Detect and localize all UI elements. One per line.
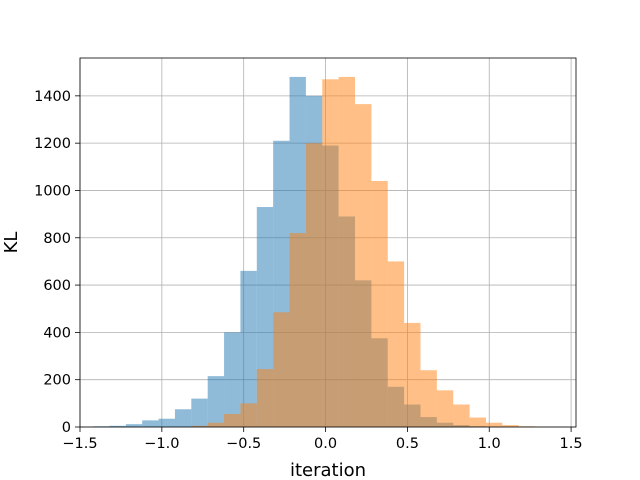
- y-axis-ticks: 0 200 400 600 800 1000 1200 1400: [34, 89, 80, 436]
- histogram-bar: [502, 425, 519, 427]
- y-tick-label: 1400: [34, 89, 71, 105]
- x-tick-label: −1.0: [144, 436, 179, 452]
- x-tick-label: −1.5: [62, 436, 97, 452]
- histogram-bar: [289, 233, 306, 427]
- x-tick-label: −0.5: [226, 436, 261, 452]
- y-tick-label: 400: [43, 325, 71, 341]
- histogram-bar: [387, 261, 405, 427]
- x-tick-label: 0.0: [314, 436, 337, 452]
- y-tick-label: 600: [43, 278, 71, 294]
- histogram-bar: [322, 79, 339, 428]
- histogram-bar: [420, 370, 437, 427]
- histogram-bar: [371, 181, 388, 427]
- histogram-bar: [158, 418, 175, 427]
- histogram-bar: [273, 312, 290, 427]
- histogram-bar: [191, 425, 208, 427]
- y-axis-label: KL: [1, 232, 22, 254]
- histogram-bar: [207, 376, 225, 427]
- histogram-bar: [404, 322, 421, 427]
- histogram-series-2: [191, 76, 552, 428]
- histogram-bar: [355, 104, 372, 427]
- histogram-bar: [453, 404, 470, 427]
- x-axis-label: iteration: [290, 460, 366, 480]
- histogram-bar: [142, 420, 159, 427]
- histogram-bar: [207, 422, 225, 427]
- histogram-bar: [469, 417, 486, 427]
- y-tick-label: 200: [43, 373, 71, 389]
- y-tick-label: 1000: [34, 183, 71, 199]
- histogram-bar: [305, 143, 323, 427]
- y-tick-label: 0: [62, 420, 71, 436]
- y-tick-label: 1200: [34, 136, 71, 152]
- x-tick-label: 1.0: [478, 436, 501, 452]
- histogram-bar: [174, 409, 192, 427]
- histogram-bar: [240, 270, 257, 427]
- histogram-bar: [240, 403, 257, 427]
- bars-layer: [93, 76, 552, 428]
- x-tick-label: 0.5: [396, 436, 419, 452]
- x-tick-label: 1.5: [560, 436, 583, 452]
- histogram-bar: [191, 398, 208, 427]
- histogram-bar: [256, 369, 274, 427]
- histogram-bar: [485, 422, 503, 427]
- histogram-bar: [224, 332, 241, 427]
- histogram-bar: [338, 76, 356, 427]
- histogram-bar: [436, 390, 454, 427]
- plot-frame: [79, 57, 577, 428]
- x-axis-ticks: −1.5 −1.0 −0.5 0.0 0.5 1.0 1.5: [62, 427, 583, 452]
- y-tick-label: 800: [43, 231, 71, 247]
- histogram-bar: [125, 424, 143, 427]
- histogram-bar: [109, 425, 126, 427]
- histogram-bar: [224, 413, 241, 427]
